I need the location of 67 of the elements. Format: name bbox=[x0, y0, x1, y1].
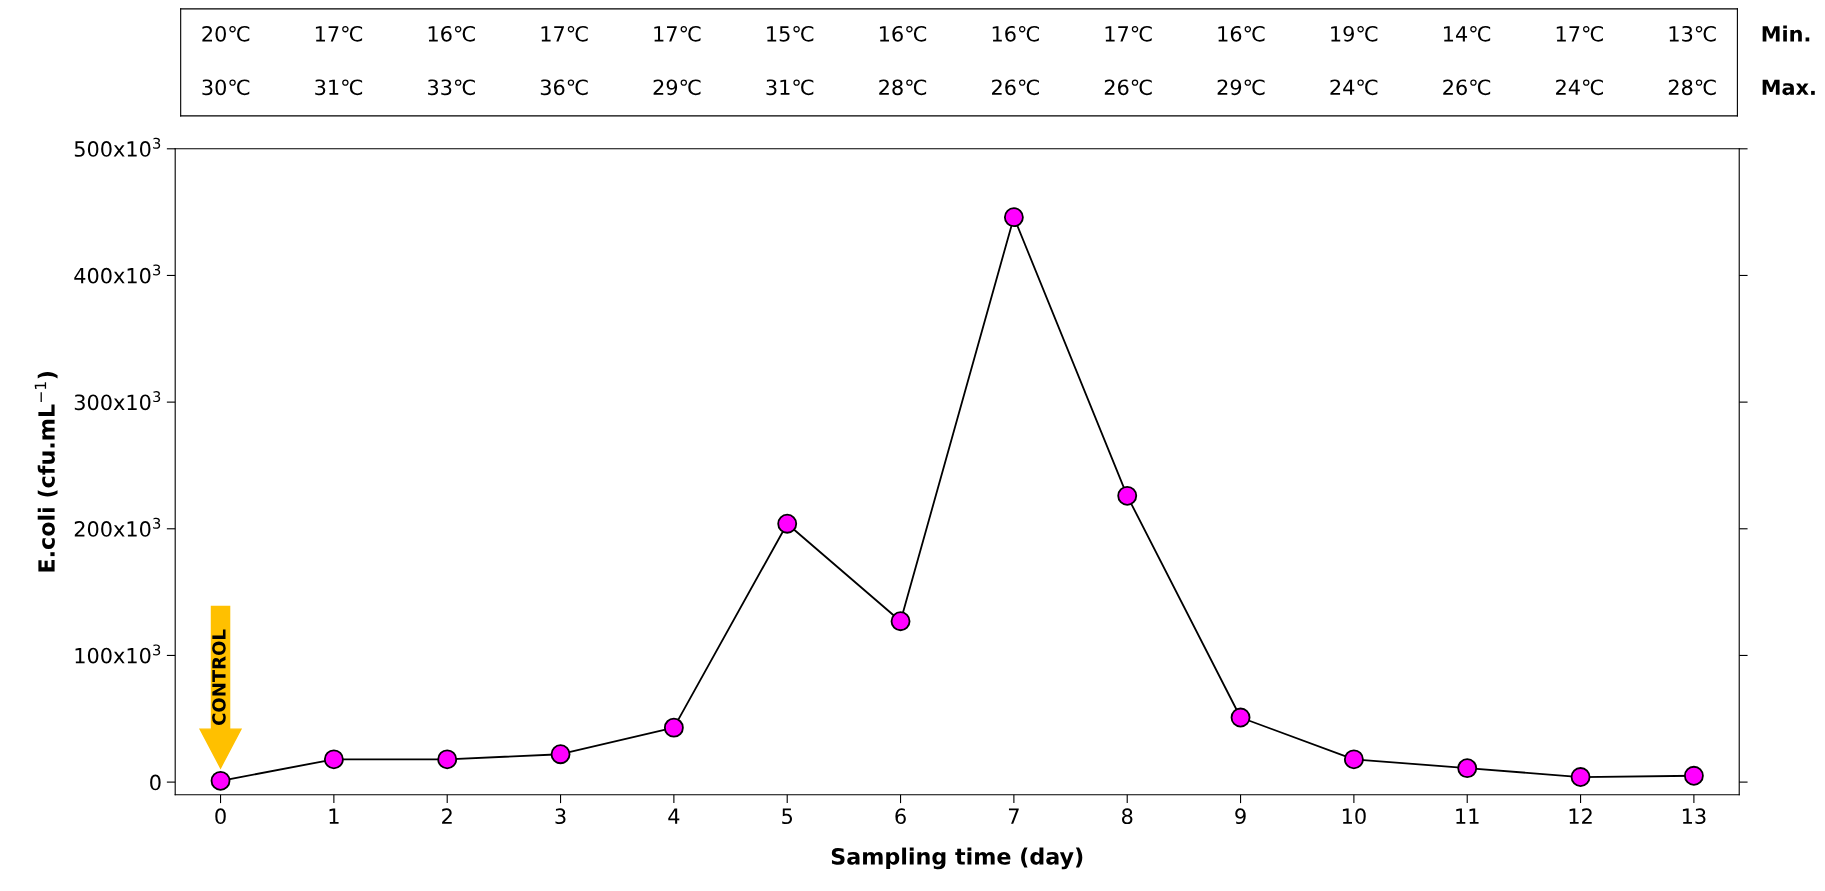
text: 16℃ bbox=[428, 25, 475, 42]
annotation: CONTROL bbox=[212, 629, 226, 725]
text: 29℃ bbox=[653, 79, 701, 96]
text: 16℃ bbox=[1218, 25, 1265, 42]
y-tick-label: 0 bbox=[150, 774, 161, 791]
text: 17℃ bbox=[541, 25, 588, 42]
text: 16℃ bbox=[992, 25, 1039, 42]
text: 20℃ bbox=[202, 25, 250, 42]
x-tick-label: 5 bbox=[782, 808, 793, 825]
text: 28℃ bbox=[1668, 79, 1716, 96]
x-tick-label: 9 bbox=[1235, 808, 1246, 825]
x-tick-label: 13 bbox=[1682, 808, 1706, 825]
text: 16℃ bbox=[879, 25, 927, 42]
point bbox=[1683, 765, 1704, 786]
point bbox=[1117, 485, 1138, 506]
x-axis-title: Sampling time (day) bbox=[831, 847, 1083, 870]
text: 33℃ bbox=[428, 79, 475, 96]
text: 31℃ bbox=[315, 79, 363, 96]
text: 29℃ bbox=[1217, 79, 1265, 96]
text: 36℃ bbox=[540, 79, 588, 96]
text: Max. bbox=[1762, 79, 1815, 96]
text: 17℃ bbox=[1105, 25, 1152, 42]
point bbox=[210, 770, 231, 791]
x-tick-label: 1 bbox=[329, 808, 339, 824]
y-tick-label: 400x10$^{3}$ bbox=[74, 264, 161, 284]
text: 15℃ bbox=[767, 25, 814, 42]
point bbox=[437, 749, 458, 770]
point bbox=[777, 513, 798, 534]
point bbox=[1457, 758, 1478, 779]
point bbox=[1003, 207, 1024, 228]
x-tick-label: 4 bbox=[668, 808, 680, 824]
text: 19℃ bbox=[1331, 25, 1378, 42]
x-tick-label: 10 bbox=[1342, 808, 1366, 825]
point bbox=[1570, 767, 1591, 787]
text: 28℃ bbox=[879, 79, 927, 96]
text: 24℃ bbox=[1556, 79, 1603, 96]
x-tick-label: 12 bbox=[1569, 808, 1592, 824]
text: 24℃ bbox=[1330, 79, 1378, 96]
text: 17℃ bbox=[315, 25, 363, 42]
y-tick-label: 500x10$^{3}$ bbox=[74, 137, 161, 157]
text: 26℃ bbox=[992, 79, 1039, 96]
text: Min. bbox=[1762, 25, 1810, 42]
x-tick-label: 3 bbox=[555, 808, 566, 825]
point bbox=[890, 611, 911, 632]
text: 31℃ bbox=[766, 79, 814, 96]
y-tick-label: 200x10$^{3}$ bbox=[74, 517, 161, 537]
x-tick-label: 2 bbox=[442, 808, 452, 824]
x-tick-label: 11 bbox=[1456, 808, 1479, 824]
y-axis-title: E.coli (cfu.mL$^{−1}$) bbox=[34, 371, 58, 572]
point bbox=[1343, 749, 1364, 770]
x-tick-label: 7 bbox=[1008, 808, 1019, 824]
text: 17℃ bbox=[654, 25, 701, 42]
point bbox=[323, 749, 344, 770]
x-tick-label: 0 bbox=[215, 808, 226, 825]
text: 30℃ bbox=[202, 79, 250, 96]
text: 26℃ bbox=[1443, 79, 1491, 96]
point bbox=[550, 744, 571, 765]
point bbox=[1230, 707, 1251, 728]
text: 14℃ bbox=[1444, 25, 1491, 42]
point bbox=[663, 717, 684, 738]
text: 17℃ bbox=[1556, 25, 1603, 42]
x-tick-label: 8 bbox=[1122, 808, 1133, 825]
y-tick-label: 300x10$^{3}$ bbox=[74, 391, 161, 411]
x-tick-label: 6 bbox=[895, 808, 906, 825]
y-tick-label: 100x10$^{3}$ bbox=[75, 644, 161, 664]
text: 13℃ bbox=[1669, 25, 1716, 42]
text: 26℃ bbox=[1104, 79, 1152, 96]
